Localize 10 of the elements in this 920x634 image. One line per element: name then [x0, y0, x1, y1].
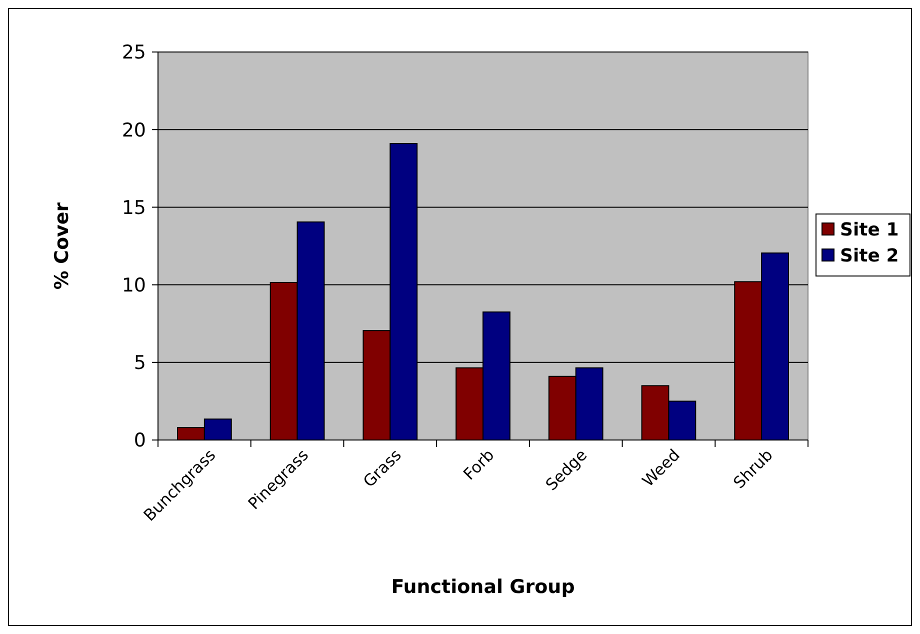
y-tick-label: 25 [122, 42, 146, 64]
y-tick-label: 20 [122, 119, 146, 142]
legend-label: Site 1 [840, 219, 899, 240]
y-tick-label: 10 [122, 274, 146, 296]
y-tick-label: 5 [134, 352, 146, 374]
y-tick-label: 0 [134, 430, 146, 452]
x-axis-title: Functional Group [391, 576, 575, 598]
legend-label: Site 2 [840, 245, 899, 266]
y-tick-label: 15 [122, 196, 146, 219]
y-axis-title: % Cover [51, 202, 73, 290]
